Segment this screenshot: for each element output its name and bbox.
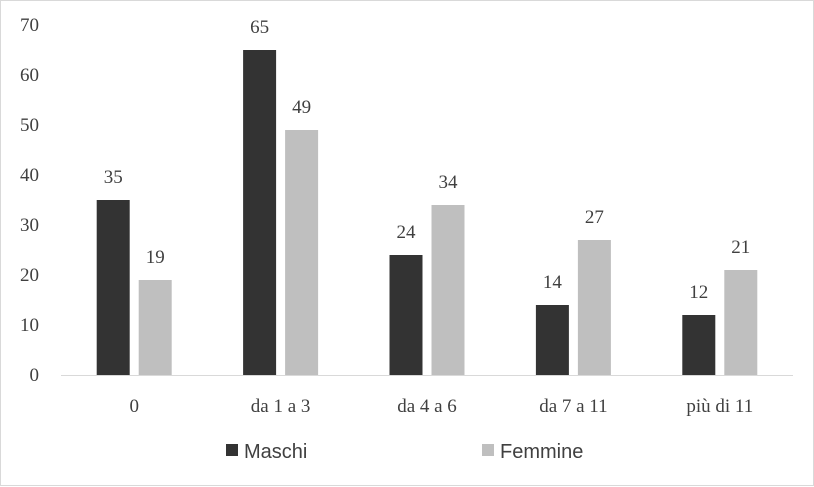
x-tick-label: 0	[129, 396, 139, 417]
data-label: 49	[292, 97, 311, 118]
bar-femmine	[285, 130, 319, 375]
bar-femmine	[577, 240, 611, 375]
data-label: 24	[397, 222, 417, 243]
x-tick-label: da 4 a 6	[397, 396, 457, 417]
data-label: 14	[543, 272, 563, 293]
legend-swatch-femmine	[482, 444, 494, 456]
y-tick-label: 40	[20, 165, 39, 186]
y-tick-label: 50	[20, 115, 39, 136]
data-label: 21	[731, 237, 750, 258]
bar-maschi	[243, 50, 277, 375]
bar-femmine	[138, 280, 172, 375]
x-tick-label: da 7 a 11	[539, 396, 607, 417]
legend-swatch-maschi	[226, 444, 238, 456]
bar-femmine	[724, 270, 758, 375]
x-tick-label: più di 11	[686, 396, 753, 417]
bar-maschi	[682, 315, 716, 375]
y-tick-label: 20	[20, 265, 39, 286]
data-label: 19	[146, 247, 165, 268]
data-label: 65	[250, 17, 269, 38]
data-label: 35	[104, 167, 123, 188]
y-tick-label: 30	[20, 215, 39, 236]
data-label: 34	[439, 172, 459, 193]
bar-femmine	[431, 205, 465, 375]
bar-maschi	[389, 255, 423, 375]
y-tick-label: 70	[20, 15, 39, 36]
bar-maschi	[96, 200, 130, 375]
y-tick-label: 10	[20, 315, 39, 336]
legend-label-femmine: Femmine	[500, 441, 583, 463]
legend-label-maschi: Maschi	[244, 441, 307, 463]
x-tick-label: da 1 a 3	[251, 396, 311, 417]
y-tick-label: 0	[30, 365, 40, 386]
y-tick-label: 60	[20, 65, 39, 86]
data-label: 27	[585, 207, 604, 228]
data-label: 12	[689, 282, 708, 303]
bar-maschi	[535, 305, 569, 375]
